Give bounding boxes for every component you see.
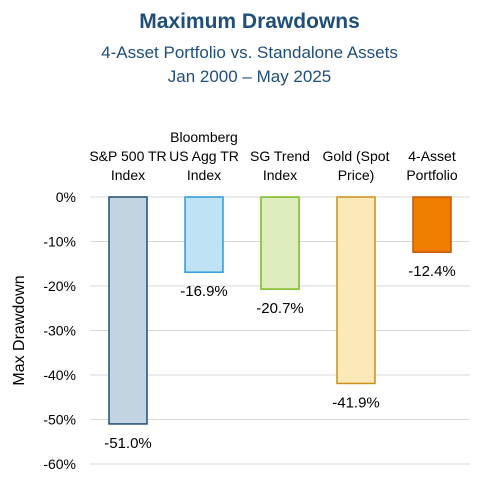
bar [260,196,300,290]
bar [412,196,452,253]
data-label: -12.4% [408,263,456,280]
y-tick-label: -60% [43,456,76,472]
chart-subtitle-line-1: 4-Asset Portfolio vs. Standalone Assets [101,43,398,62]
category-label: Index [263,167,297,183]
chart-title: Maximum Drawdowns [139,10,360,33]
category-label: Bloomberg [170,129,238,145]
category-label: Gold (Spot [323,148,390,164]
bar [336,196,376,385]
category-label: US Agg TR [169,148,239,164]
bar [184,196,224,273]
y-axis-label: Max Drawdown [11,275,28,385]
category-label: Portfolio [406,167,458,183]
category-label: Price) [338,167,375,183]
y-tick-label: -20% [43,278,76,294]
category-label: SG Trend [250,148,310,164]
data-label: -16.9% [180,283,228,300]
data-label: -51.0% [104,435,152,452]
category-label: S&P 500 TR [89,148,166,164]
category-label: Index [187,167,221,183]
category-label: 4-Asset [408,148,456,164]
y-tick-label: -10% [43,234,76,250]
bar [108,196,148,425]
category-label: Index [111,167,145,183]
y-tick-label: -30% [43,323,76,339]
data-label: -20.7% [256,300,304,317]
y-tick-label: -50% [43,412,76,428]
y-tick-label: -40% [43,367,76,383]
chart-subtitle-line-2: Jan 2000 – May 2025 [167,67,332,86]
y-tick-label: 0% [56,189,76,205]
data-label: -41.9% [332,394,380,411]
